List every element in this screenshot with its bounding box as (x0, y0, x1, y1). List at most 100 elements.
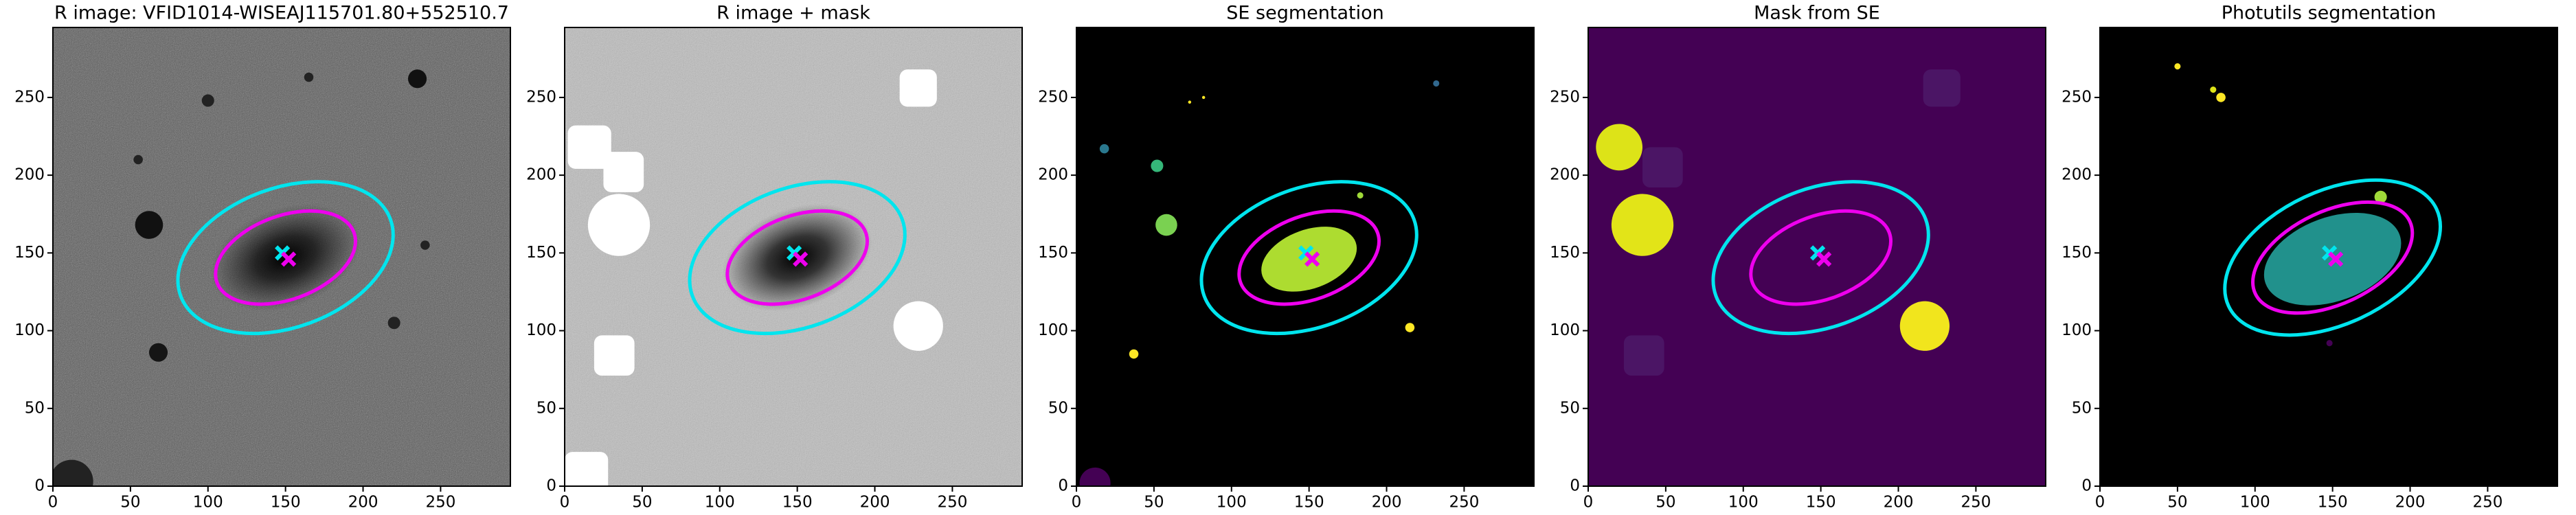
panel-title: Mask from SE (1754, 3, 1880, 24)
segment (2263, 212, 2402, 306)
x-tick-label: 250 (937, 494, 967, 512)
aperture-ellipse (725, 209, 870, 306)
segment (1596, 124, 1643, 171)
segment (2374, 190, 2387, 203)
mask-region (565, 452, 609, 486)
image (1076, 27, 1534, 486)
aperture-ellipse (176, 180, 395, 336)
segment (387, 317, 400, 330)
x-tick-label: 0 (48, 494, 58, 512)
x-tick-label: 150 (1806, 494, 1836, 512)
x-tick-label: 0 (1072, 494, 1082, 512)
x-tick-label: 50 (1656, 494, 1675, 512)
y-tick-label: 250 (14, 88, 45, 106)
axes-frame (52, 27, 511, 487)
y-tick-label: 150 (1038, 244, 1068, 262)
y-tick-label: 100 (526, 321, 556, 339)
y-tick-label: 100 (1038, 321, 1068, 339)
x-tick-label: 250 (2472, 494, 2502, 512)
panel: Mask from SE 0 50 100 150 200 250 0 50 100 150 200 2… (1550, 3, 2046, 512)
segment (133, 154, 143, 165)
y-tick-label: 200 (1550, 166, 1580, 184)
image (565, 27, 1022, 486)
y-tick-label: 50 (1048, 399, 1068, 417)
aperture-ellipse (1199, 180, 1419, 336)
y-tick-label: 250 (1038, 88, 1068, 106)
aperture-ellipse (1237, 209, 1381, 306)
x-tick-label: 200 (1372, 494, 1402, 512)
center-marker (2328, 251, 2344, 267)
panel-title: Photutils segmentation (2222, 3, 2437, 24)
center-marker (1304, 251, 1320, 267)
axes-frame (564, 27, 1023, 487)
segment (1357, 192, 1364, 199)
segment (2174, 63, 2181, 70)
y-tick-label: 0 (1058, 477, 1068, 495)
x-tick-label: 100 (193, 494, 223, 512)
mask-region (1923, 69, 1961, 107)
y-tick-label: 250 (1550, 88, 1580, 106)
center-marker (281, 251, 297, 267)
segment (893, 301, 943, 351)
y-tick-label: 50 (2072, 399, 2092, 417)
x-tick-label: 100 (1728, 494, 1759, 512)
y-tick-label: 150 (2061, 244, 2092, 262)
image (2100, 27, 2557, 486)
aperture-ellipse (1749, 209, 1893, 306)
image (53, 27, 510, 486)
axes-frame (1076, 27, 1535, 487)
panel: R image + mask 0 50 100 150 200 250 0 50 100 150 20… (526, 3, 1023, 512)
y-tick-label: 0 (546, 477, 556, 495)
x-tick-label: 100 (705, 494, 735, 512)
y-tick-label: 250 (2061, 88, 2092, 106)
x-tick-label: 0 (1583, 494, 1594, 512)
panel-title: SE segmentation (1226, 3, 1383, 24)
y-tick-label: 100 (1550, 321, 1580, 339)
y-tick-label: 0 (1570, 477, 1580, 495)
segment (53, 459, 93, 486)
image-background (1588, 27, 2046, 486)
y-tick-label: 150 (1550, 244, 1580, 262)
x-tick-label: 50 (1144, 494, 1164, 512)
x-tick-label: 0 (560, 494, 570, 512)
mask-region (1623, 335, 1664, 376)
y-tick-label: 50 (1560, 399, 1580, 417)
aperture-ellipse (688, 180, 907, 336)
y-tick-label: 100 (14, 321, 45, 339)
mask-region (594, 335, 635, 376)
x-tick-label: 250 (1449, 494, 1479, 512)
y-tick-label: 150 (526, 244, 556, 262)
y-tick-label: 0 (34, 477, 45, 495)
x-tick-label: 150 (2318, 494, 2348, 512)
aperture-ellipse (2223, 178, 2443, 337)
axes-frame (2099, 27, 2558, 487)
x-tick-label: 150 (271, 494, 301, 512)
segment (1261, 227, 1357, 292)
segment (135, 211, 163, 239)
aperture-ellipse (1711, 180, 1930, 336)
x-tick-label: 150 (782, 494, 813, 512)
y-tick-label: 50 (25, 399, 45, 417)
x-tick-label: 200 (2395, 494, 2426, 512)
segment (2210, 87, 2217, 93)
x-tick-label: 250 (425, 494, 455, 512)
x-tick-label: 50 (120, 494, 140, 512)
x-tick-label: 250 (1961, 494, 1991, 512)
segment (1405, 323, 1415, 332)
segment (304, 72, 314, 82)
x-tick-label: 50 (632, 494, 652, 512)
segment (587, 194, 651, 256)
aperture-ellipse (2251, 200, 2415, 315)
y-tick-label: 200 (14, 166, 45, 184)
aperture-ellipse (214, 209, 358, 306)
x-tick-label: 100 (1217, 494, 1247, 512)
mask-region (603, 152, 644, 192)
x-tick-label: 150 (1294, 494, 1324, 512)
x-tick-label: 200 (860, 494, 890, 512)
segment (148, 343, 168, 362)
x-tick-label: 200 (348, 494, 379, 512)
x-tick-label: 0 (2095, 494, 2105, 512)
mask-region (567, 125, 611, 169)
y-tick-label: 0 (2081, 477, 2092, 495)
panel-title: R image: VFID1014-WISEAJ115701.80+552510… (54, 3, 509, 24)
